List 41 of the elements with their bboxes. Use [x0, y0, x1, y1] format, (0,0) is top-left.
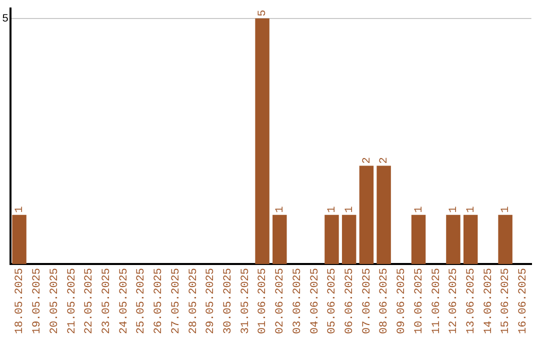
x-tick-label: 29.05.2025: [205, 268, 218, 334]
x-tick-label: 06.06.2025: [344, 268, 356, 334]
x-tick-label: 14.06.2025: [482, 268, 495, 334]
x-tick-label: 25.05.2025: [136, 268, 148, 334]
data-label: 1: [14, 206, 26, 213]
data-label: 1: [326, 206, 339, 213]
x-tick-label: 02.06.2025: [274, 268, 287, 334]
data-label: 1: [448, 206, 460, 213]
x-tick-label: 19.05.2025: [32, 268, 44, 334]
x-tick-label: 05.06.2025: [326, 268, 339, 334]
data-label: 2: [361, 157, 374, 164]
data-label: 1: [413, 206, 426, 213]
x-tick-label: 28.05.2025: [188, 268, 200, 334]
data-label: 1: [466, 206, 478, 213]
x-tick-label: 23.05.2025: [100, 268, 113, 334]
data-label: 5: [257, 10, 270, 16]
x-tick-label: 01.06.2025: [257, 268, 270, 334]
x-tick-label: 16.06.2025: [518, 268, 530, 334]
x-tick-label: 27.05.2025: [170, 268, 182, 334]
x-tick-label: 18.05.2025: [14, 268, 26, 334]
x-tick-label: 03.06.2025: [292, 268, 304, 334]
x-tick-label: 09.06.2025: [396, 268, 408, 334]
x-tick-label: 26.05.2025: [153, 268, 166, 334]
x-tick-label: 08.06.2025: [378, 268, 391, 334]
x-tick-label: 22.05.2025: [84, 268, 96, 334]
data-label: 1: [500, 206, 512, 213]
data-label: 1: [274, 206, 287, 213]
x-tick-label: 24.05.2025: [118, 268, 130, 334]
x-tick-label: 30.05.2025: [222, 268, 234, 334]
data-label: 1: [344, 206, 356, 213]
x-tick-label: 10.06.2025: [413, 268, 426, 334]
x-tick-label: 21.05.2025: [66, 268, 78, 334]
x-tick-label: 12.06.2025: [448, 268, 460, 334]
x-tick-label: 15.06.2025: [500, 268, 512, 334]
x-tick-label: 11.06.2025: [430, 268, 443, 334]
x-tick-label: 31.05.2025: [240, 268, 252, 334]
x-tick-label: 20.05.2025: [48, 268, 61, 334]
x-tick-label: 07.06.2025: [361, 268, 374, 334]
x-tick-label: 04.06.2025: [309, 268, 322, 334]
data-label: 2: [378, 157, 391, 164]
x-tick-label: 13.06.2025: [466, 268, 478, 334]
